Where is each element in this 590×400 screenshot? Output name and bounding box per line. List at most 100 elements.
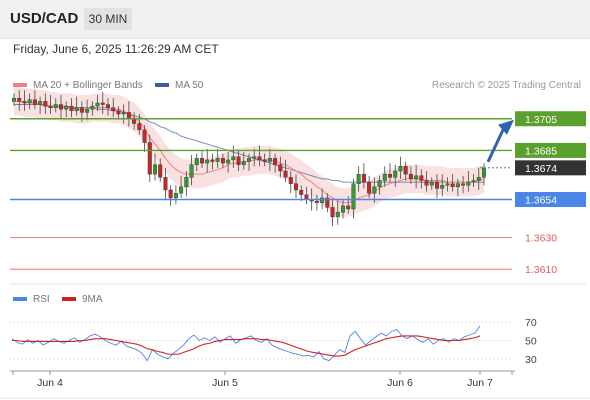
candle-body (69, 105, 74, 112)
candle-body (48, 105, 53, 108)
legend-ma20-label: MA 20 + Bollinger Bands (33, 80, 143, 91)
candle-body (320, 197, 325, 203)
datetime-label: Friday, June 6, 2025 11:26:29 AM CET (13, 42, 219, 56)
legend-ma20: MA 20 + Bollinger Bands (13, 80, 143, 91)
candle-body (17, 97, 22, 102)
candle-body (252, 156, 257, 159)
candle-body (440, 185, 445, 189)
candle-body (27, 99, 32, 104)
symbol-title: USD/CAD (10, 10, 79, 27)
candle-body (105, 104, 110, 108)
candle-body (194, 158, 199, 165)
candle-body (236, 156, 241, 165)
candle-body (137, 123, 142, 131)
candle-body (461, 183, 466, 186)
candle-body (262, 159, 267, 162)
candle-body (111, 107, 116, 112)
candle-body (346, 205, 351, 210)
candle-body (482, 167, 487, 178)
candle-body (408, 173, 413, 180)
timeframe-button[interactable]: 30 MIN (84, 8, 132, 30)
candle-body (215, 158, 220, 162)
candle-body (189, 164, 194, 178)
price-level-label: 1.3610 (525, 264, 557, 276)
candle-body (367, 181, 372, 194)
candle-body (158, 164, 163, 178)
time-axis-label: Jun 5 (212, 377, 238, 389)
ma50-swatch (155, 83, 169, 88)
candle-body (429, 181, 434, 186)
time-axis-label: Jun 7 (467, 377, 493, 389)
candle-body (132, 118, 137, 124)
candle-body (59, 104, 64, 110)
candle-body (299, 189, 304, 195)
candle-body (455, 183, 460, 188)
candle-body (330, 207, 335, 218)
candle-body (273, 158, 278, 165)
candle-body (304, 194, 309, 200)
price-level-tag (515, 111, 586, 127)
candle-body (43, 101, 48, 107)
candle-body (372, 186, 377, 194)
candle-body (246, 158, 251, 162)
bollinger-band-area (14, 87, 484, 217)
legend-rsi-ma-label: 9MA (82, 294, 103, 305)
rsi-tick-label: 70 (525, 317, 537, 329)
candle-body (95, 102, 100, 107)
price-level-label: 1.3705 (525, 114, 557, 126)
candle-body (85, 109, 90, 113)
research-credit: Research © 2025 Trading Central (431, 80, 581, 91)
candle-body (11, 97, 16, 102)
candle-body (403, 166, 408, 175)
candle-body (351, 183, 356, 210)
legend-rsi-ma: 9MA (62, 294, 103, 305)
candle-body (382, 173, 387, 181)
candle-body (341, 205, 346, 213)
candle-body (210, 159, 215, 162)
candle-body (38, 101, 43, 105)
price-level-label: 1.3654 (525, 195, 557, 207)
candle-body (257, 156, 262, 161)
legend-rsi: RSI (13, 294, 50, 305)
candle-body (179, 186, 184, 194)
candle-body (100, 102, 105, 105)
candle-body (466, 181, 471, 186)
price-level-label: 1.3630 (525, 233, 557, 245)
candle-body (226, 159, 231, 164)
candle-body (142, 129, 147, 143)
candle-body (283, 170, 288, 178)
price-level-label: 1.3674 (525, 163, 557, 175)
candle-body (22, 101, 27, 104)
candle-body (288, 177, 293, 184)
candle-body (220, 158, 225, 164)
rsi-ma-line (12, 335, 481, 357)
candle-body (163, 177, 168, 191)
price-level-label: 1.3685 (525, 145, 557, 157)
candle-body (325, 197, 330, 208)
candle-body (231, 156, 236, 161)
chart-header: USD/CAD 30 MIN (0, 0, 590, 39)
candle-body (241, 161, 246, 165)
price-level-tag (515, 142, 586, 158)
time-axis-label: Jun 4 (37, 377, 63, 389)
candle-body (398, 166, 403, 172)
candle-body (393, 170, 398, 178)
rsi-swatch (13, 297, 27, 302)
candle-body (471, 180, 476, 183)
legend-ma50: MA 50 (155, 80, 203, 91)
candle-body (116, 110, 121, 115)
legend-ma50-label: MA 50 (175, 80, 204, 91)
price-level-tag (515, 192, 586, 207)
candle-body (64, 105, 69, 110)
candle-body (435, 181, 440, 189)
candle-body (90, 105, 95, 110)
candle-body (361, 173, 366, 183)
candle-body (168, 189, 173, 199)
time-axis-label: Jun 6 (387, 377, 413, 389)
candle-body (173, 192, 178, 199)
ma20-swatch (13, 83, 27, 88)
candle-body (126, 112, 131, 119)
candle-body (32, 99, 37, 105)
price-level-tag (515, 160, 586, 176)
